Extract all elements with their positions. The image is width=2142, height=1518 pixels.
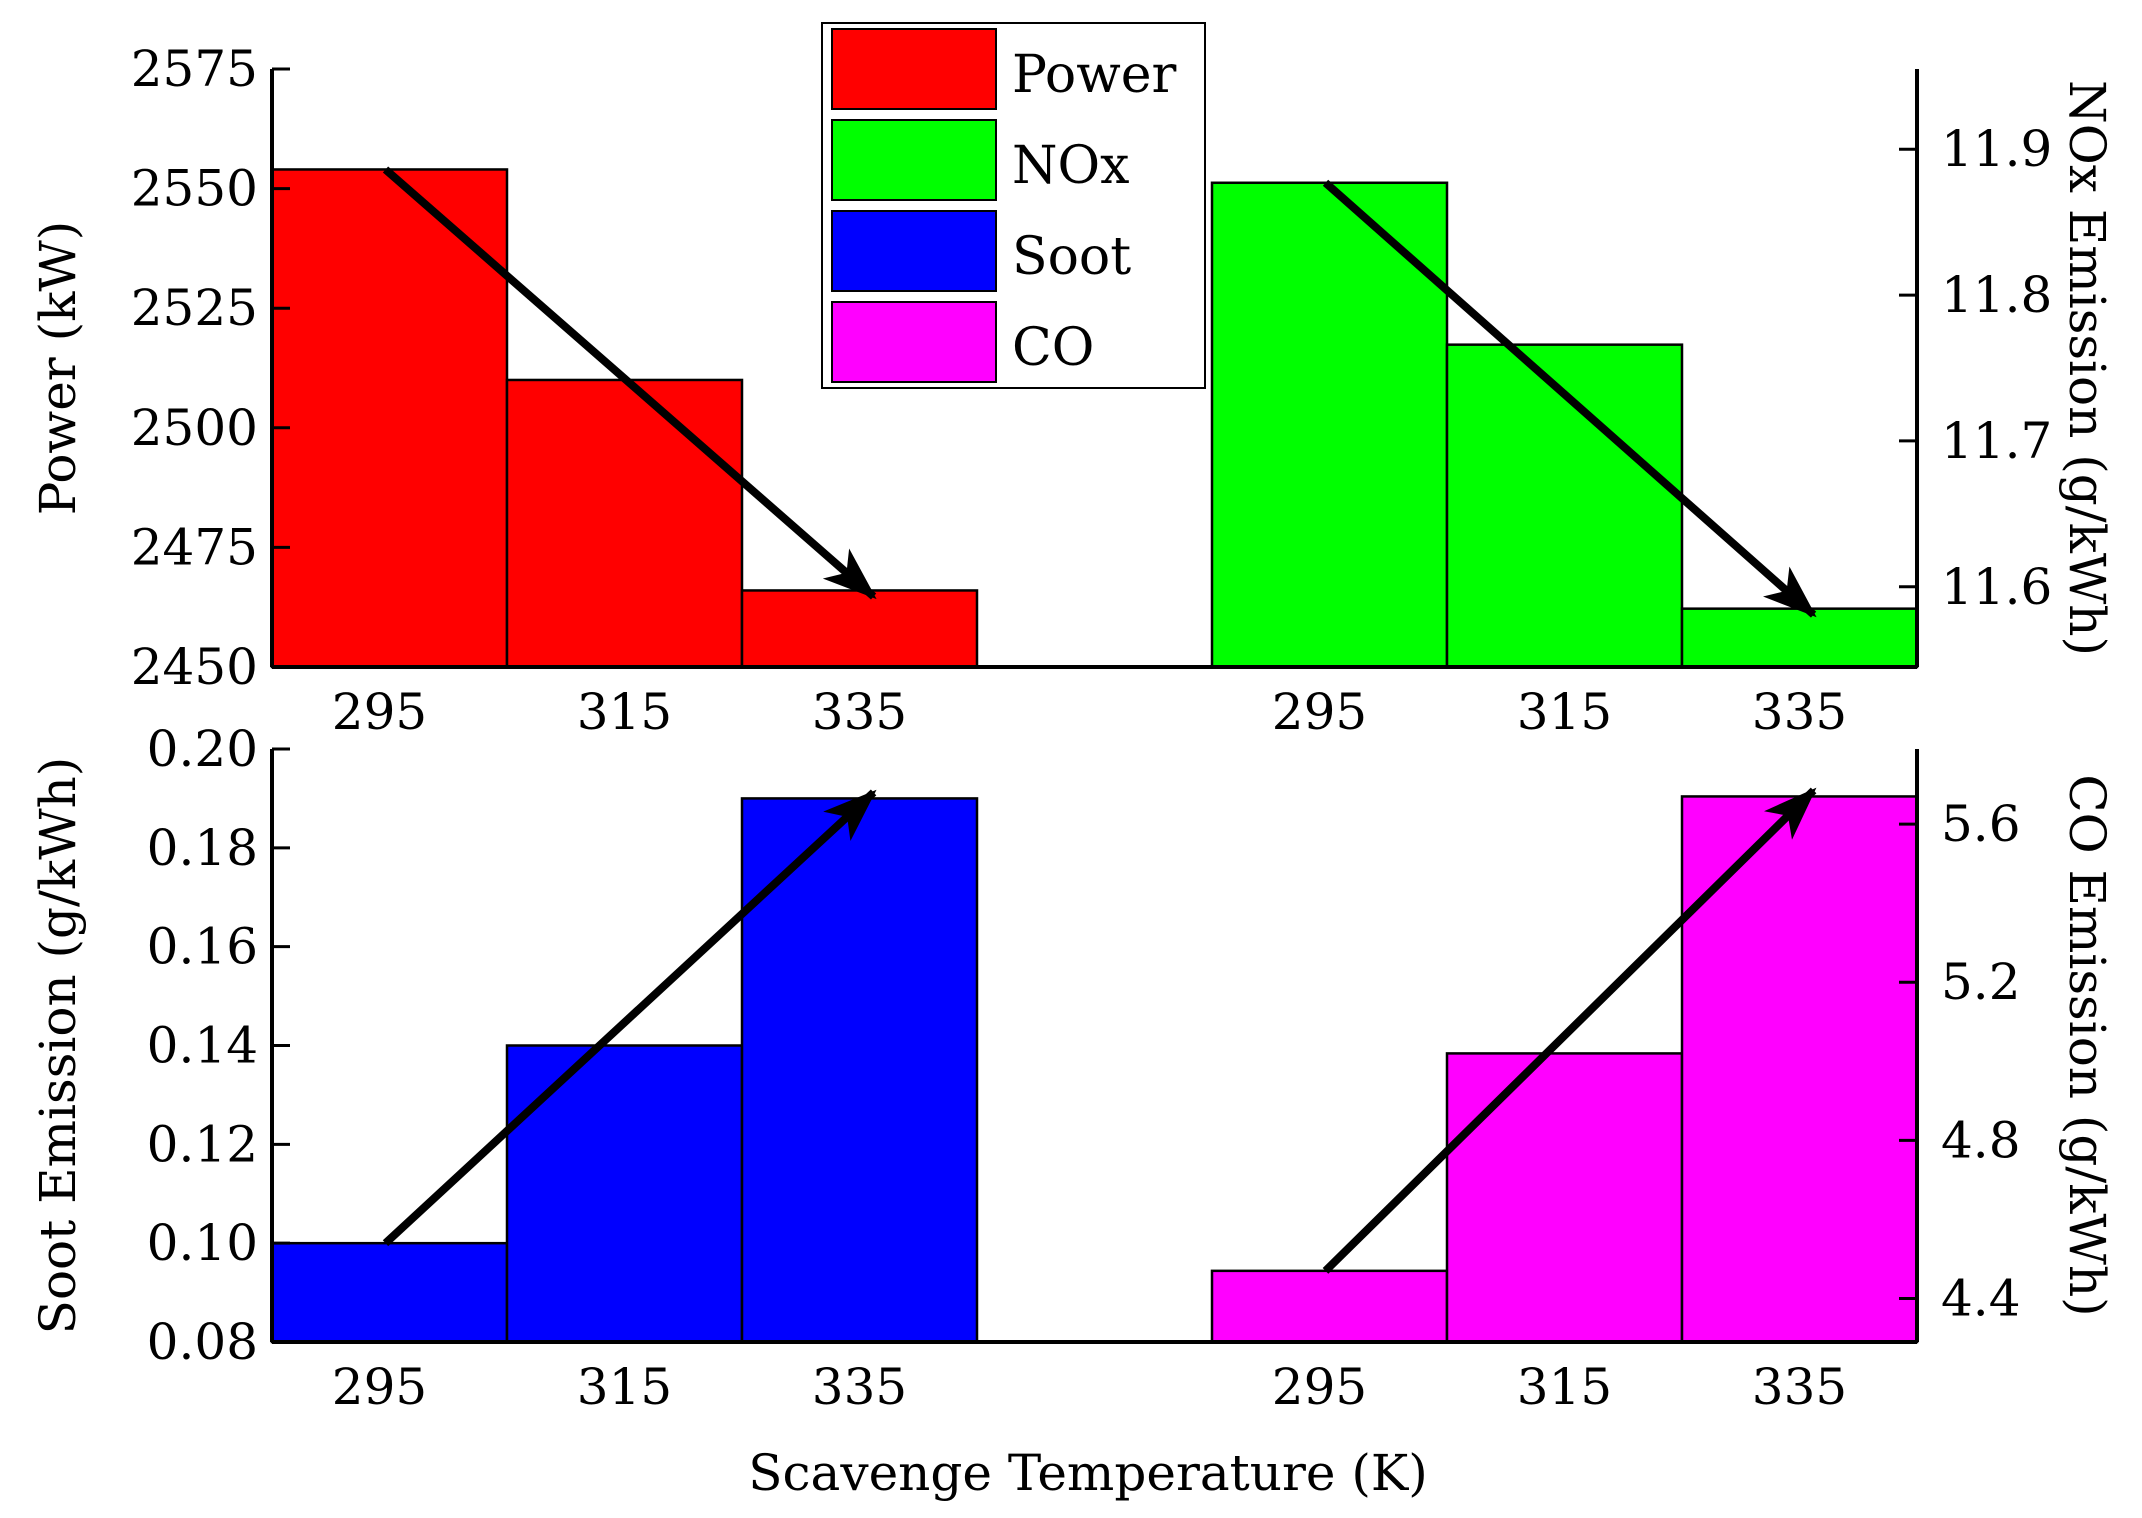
y-axis-title-power: Power (kW): [29, 221, 87, 516]
bar-co-335: [1680, 795, 1919, 1344]
y-tick-label-power-5: 2575: [131, 40, 258, 98]
bar-nox-335: [1680, 607, 1919, 669]
x-tick-label-top-left-315: 315: [577, 683, 672, 741]
bar-co-295: [1210, 1269, 1449, 1344]
trend-arrow-co: [1322, 787, 1817, 1274]
y-tick-label-power-0: 2450: [131, 638, 258, 696]
y-tick-label-soot-0: 0.08: [147, 1313, 258, 1371]
trend-arrow-power: [382, 166, 877, 600]
x-tick-label-top-left-295: 295: [332, 683, 427, 741]
y-axis-title-soot: Soot Emission (g/kWh): [29, 757, 87, 1335]
legend-label-co: CO: [1012, 318, 1094, 378]
bar-nox-295: [1210, 181, 1449, 669]
y-tick-label-soot-4: 0.16: [147, 918, 258, 976]
x-tick-label-bottom-right-315: 315: [1517, 1358, 1612, 1416]
y-tick-label-nox-0: 11.6: [1941, 558, 2052, 616]
legend-swatch-power: [831, 28, 997, 110]
axes-layer: [270, 67, 1919, 1344]
y-tick-label-nox-2: 11.8: [1941, 266, 2052, 324]
x-axis-title: Scavenge Temperature (K): [748, 1444, 1427, 1502]
x-tick-label-top-right-335: 335: [1752, 683, 1847, 741]
legend-label-power: Power: [1012, 45, 1176, 105]
legend-swatch-nox: [831, 119, 997, 201]
x-tick-label-bottom-right-295: 295: [1272, 1358, 1367, 1416]
y-tick-label-co-2: 5.2: [1941, 953, 2021, 1011]
bar-power-295: [270, 168, 509, 669]
legend-label-nox: NOx: [1012, 136, 1129, 196]
legend-swatch-soot: [831, 210, 997, 292]
trend-arrow-nox: [1322, 179, 1817, 618]
x-tick-label-top-left-335: 335: [812, 683, 907, 741]
x-tick-label-bottom-right-335: 335: [1752, 1358, 1847, 1416]
bar-power-315: [505, 378, 744, 669]
legend-label-soot: Soot: [1012, 227, 1131, 287]
y-tick-label-soot-5: 0.18: [147, 819, 258, 877]
y-axis-title-nox: NOx Emission (g/kWh): [2058, 80, 2116, 656]
ticks-layer: 295 315 335 295 315 335 295 315 335 295 315 335 2450…: [29, 40, 2116, 1416]
x-tick-label-top-right-315: 315: [1517, 683, 1612, 741]
y-axis-title-co: CO Emission (g/kWh): [2058, 774, 2116, 1316]
x-tick-label-bottom-left-295: 295: [332, 1358, 427, 1416]
y-tick-label-power-2: 2500: [131, 399, 258, 457]
arrows-layer: [382, 166, 1817, 1274]
legend-swatch-co: [831, 301, 997, 383]
y-tick-label-co-0: 4.4: [1941, 1270, 2021, 1328]
legend: Power NOx Soot CO: [821, 22, 1206, 389]
trend-arrow-soot: [382, 789, 877, 1247]
y-tick-label-soot-3: 0.14: [147, 1017, 258, 1075]
y-tick-label-co-1: 4.8: [1941, 1111, 2021, 1169]
x-tick-label-bottom-left-315: 315: [577, 1358, 672, 1416]
y-tick-label-nox-3: 11.9: [1941, 120, 2052, 178]
y-tick-label-power-3: 2525: [131, 279, 258, 337]
y-tick-label-soot-6: 0.20: [147, 720, 258, 778]
bar-soot-315: [505, 1044, 744, 1344]
y-tick-label-co-3: 5.6: [1941, 795, 2021, 853]
x-tick-label-bottom-left-335: 335: [812, 1358, 907, 1416]
bar-soot-295: [270, 1241, 509, 1344]
bar-power-335: [740, 589, 979, 669]
y-tick-label-soot-2: 0.12: [147, 1115, 258, 1173]
y-tick-label-soot-1: 0.10: [147, 1214, 258, 1272]
y-tick-label-nox-1: 11.7: [1941, 412, 2052, 470]
y-tick-label-power-1: 2475: [131, 518, 258, 576]
y-tick-label-power-4: 2550: [131, 160, 258, 218]
bar-co-315: [1445, 1052, 1684, 1344]
x-tick-label-top-right-295: 295: [1272, 683, 1367, 741]
